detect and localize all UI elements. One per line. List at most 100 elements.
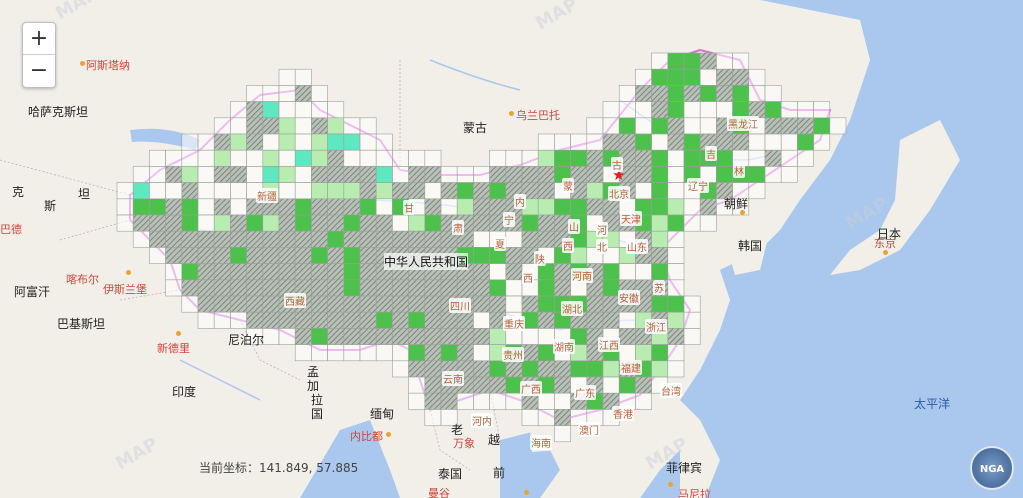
prov-guangxi: 广西 xyxy=(520,381,542,396)
grid-cell xyxy=(197,295,215,313)
grid-cell xyxy=(699,214,717,232)
grid-cell xyxy=(667,230,685,248)
grid-cell xyxy=(278,328,296,345)
grid-cell xyxy=(473,247,490,264)
grid-cell xyxy=(473,230,490,248)
grid-cell xyxy=(586,360,604,378)
grid-cell xyxy=(230,198,247,216)
grid-cell xyxy=(667,133,685,151)
grid-cell xyxy=(262,230,280,248)
grid-cell xyxy=(327,263,345,281)
grid-cell xyxy=(554,198,571,216)
label-india: 印度 xyxy=(172,385,197,399)
grid-cell xyxy=(359,214,377,232)
grid-cell xyxy=(602,133,620,151)
grid-cell xyxy=(651,68,669,86)
label-mongolia: 蒙古 xyxy=(463,121,488,135)
grid-cell xyxy=(683,328,701,345)
grid-cell xyxy=(602,295,620,313)
grid-cell xyxy=(375,311,393,329)
grid-cell xyxy=(197,182,215,200)
grid-cell xyxy=(262,311,280,329)
grid-cell xyxy=(230,182,247,200)
grid-cell xyxy=(327,247,345,264)
label-kyr3: 坦 xyxy=(78,187,91,201)
grid-cell xyxy=(165,279,183,297)
zoom-out-button[interactable]: − xyxy=(23,55,55,87)
label-vientiane: 万象 xyxy=(453,437,475,450)
label-kazakhstan: 哈萨克斯坦 xyxy=(28,105,89,119)
grid-cell xyxy=(505,149,523,167)
grid-cell xyxy=(537,230,555,248)
grid-cell xyxy=(294,230,312,248)
grid-cell xyxy=(813,101,831,119)
grid-cell xyxy=(116,214,134,232)
grid-cell xyxy=(537,263,555,281)
grid-cell xyxy=(343,117,361,135)
grid-cell xyxy=(311,311,328,329)
prov-ningxia: 宁 xyxy=(503,212,515,227)
grid-cell xyxy=(392,149,409,167)
grid-cell xyxy=(278,68,296,86)
grid-cell xyxy=(294,182,312,200)
grid-cell xyxy=(797,101,814,119)
grid-cell xyxy=(797,133,814,151)
bay-of-bengal xyxy=(300,420,400,498)
grid-cell xyxy=(359,182,377,200)
grid-cell xyxy=(392,230,409,248)
grid-cell xyxy=(181,247,199,264)
grid-cell xyxy=(699,117,717,135)
grid-cell xyxy=(667,68,685,86)
grid-cell xyxy=(278,198,296,216)
grid-cell xyxy=(667,198,685,216)
zoom-in-button[interactable]: + xyxy=(23,23,55,55)
grid-cell xyxy=(667,263,685,281)
prov-xinjiang: 新疆 xyxy=(256,188,278,203)
grid-cell xyxy=(424,344,442,362)
grid-cell xyxy=(359,198,377,216)
prov-macau: 澳门 xyxy=(578,422,600,437)
prov-gu: 古 xyxy=(611,157,623,172)
grid-cell xyxy=(586,295,604,313)
grid-cell xyxy=(554,263,571,281)
grid-cell xyxy=(230,166,247,183)
philippines-land xyxy=(680,420,720,498)
grid-cell xyxy=(359,279,377,297)
grid-cell xyxy=(586,133,604,151)
grid-cell xyxy=(262,263,280,281)
grid-cell xyxy=(651,344,669,362)
grid-cell xyxy=(537,295,555,313)
label-bangladesh-1: 孟 xyxy=(307,365,320,379)
grid-cell xyxy=(375,182,393,200)
grid-cell xyxy=(667,117,685,135)
grid-cell xyxy=(635,68,652,86)
grid-cell xyxy=(505,279,523,297)
grid-cell xyxy=(618,133,636,151)
label-laos: 老 xyxy=(451,423,464,437)
pacific-ocean xyxy=(640,0,1023,498)
grid-cell xyxy=(683,68,701,86)
grid-cell xyxy=(473,344,490,362)
prov-henan: 河南 xyxy=(571,268,593,283)
grid-cell xyxy=(537,344,555,362)
grid-cell xyxy=(505,166,523,183)
grid-cell xyxy=(181,263,199,281)
grid-cell xyxy=(408,149,426,167)
label-islamabad: 伊斯兰堡 xyxy=(103,283,147,296)
grid-cell xyxy=(359,149,377,167)
grid-cell xyxy=(699,101,717,119)
grid-cell xyxy=(278,85,296,102)
prov-taiwan: 台湾 xyxy=(660,383,682,398)
grid-cell xyxy=(424,214,442,232)
city-dot xyxy=(524,490,529,495)
coordinate-prefix: 当前坐标： xyxy=(199,461,260,475)
grid-cell xyxy=(294,85,312,102)
grid-cell xyxy=(294,133,312,151)
grid-cell xyxy=(213,214,231,232)
grid-cell xyxy=(424,360,442,378)
grid-cell xyxy=(618,263,636,281)
grid-cell xyxy=(683,101,701,119)
grid-cell xyxy=(230,230,247,248)
grid-cell xyxy=(440,198,458,216)
